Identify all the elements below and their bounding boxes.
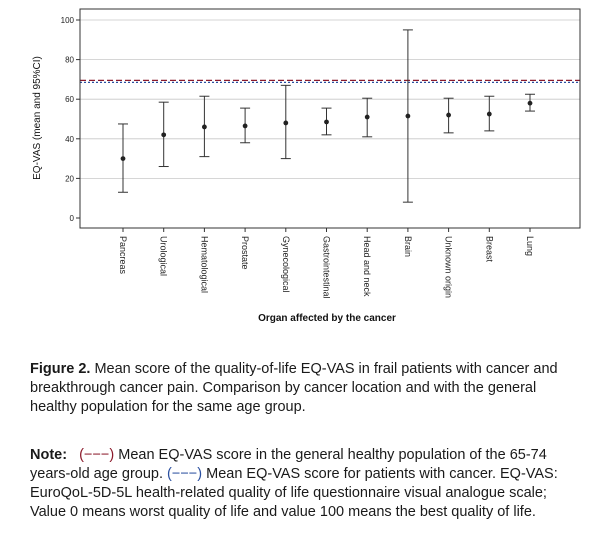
reference-lines	[80, 79, 580, 83]
mean-point	[527, 100, 533, 106]
y-tick-label: 60	[65, 95, 74, 104]
x-tick-label: Head and neck	[362, 236, 372, 297]
y-tick-label: 40	[65, 135, 74, 144]
x-tick-label: Unknown origin	[444, 236, 454, 298]
mean-point	[405, 113, 411, 119]
x-tick-label: Gynecological	[281, 236, 291, 293]
mean-point	[120, 156, 126, 162]
x-tick-label: Pancreas	[118, 236, 128, 275]
error-bars	[118, 29, 535, 203]
mean-point	[202, 124, 207, 130]
reference-line-key-cancer: (−−−)	[167, 466, 203, 482]
x-tick-label: Gastrointestinal	[322, 236, 332, 299]
plot-frame	[79, 8, 581, 229]
y-tick-label: 100	[61, 16, 75, 25]
figure-label: Figure 2.	[30, 361, 91, 377]
x-tick-label: Prostate	[240, 236, 250, 270]
x-tick-label: Urological	[159, 236, 169, 276]
x-axis-label: Organ affected by the cancer	[258, 313, 396, 324]
mean-point	[324, 119, 329, 125]
figure-note: Note: (−−−) Mean EQ-VAS score in the gen…	[30, 446, 586, 522]
mean-point	[283, 120, 289, 126]
x-tick-label: Breast	[484, 236, 494, 263]
note-label: Note:	[30, 447, 68, 463]
mean-point	[161, 132, 167, 138]
note-text-1: Mean EQ-VAS score in the general healthy…	[30, 447, 547, 482]
mean-point	[242, 123, 248, 129]
y-tick-label: 80	[65, 56, 74, 65]
figure-caption: Figure 2. Mean score of the quality-of-l…	[30, 360, 586, 417]
axes	[76, 8, 581, 232]
errorbar-chart: 0 20 40 60 80 100 Pancreas Urological Hematologi…	[32, 8, 581, 324]
x-tick-label: Hematological	[199, 236, 209, 293]
gridlines	[80, 19, 580, 179]
mean-point	[446, 112, 451, 118]
x-tick-label: Brain	[403, 236, 413, 257]
note-text-2: Mean EQ-VAS score for patients with canc…	[30, 466, 558, 520]
x-tick-label: Lung	[525, 236, 535, 256]
y-tick-label: 0	[70, 214, 75, 223]
mean-point	[364, 114, 370, 120]
y-axis-label: EQ-VAS (mean and 95%CI)	[32, 56, 43, 180]
figure-caption-text: Mean score of the quality-of-life EQ-VAS…	[30, 361, 558, 415]
reference-line-key-general: (−−−)	[79, 447, 115, 463]
mean-point	[486, 111, 492, 117]
y-tick-label: 20	[65, 174, 74, 183]
tick-labels: 0 20 40 60 80 100 Pancreas Urological Hematologi…	[61, 16, 535, 299]
